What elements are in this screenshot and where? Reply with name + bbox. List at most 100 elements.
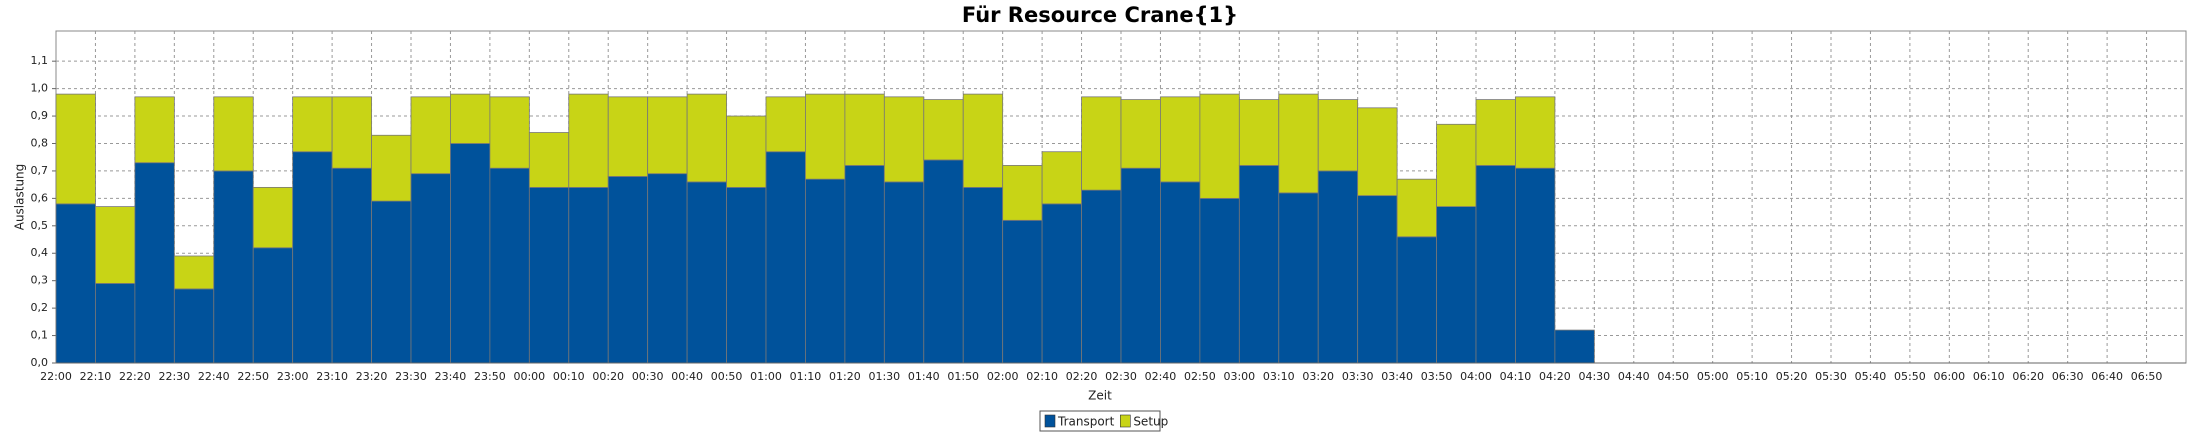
bar-segment bbox=[883, 181, 925, 364]
bar-segment bbox=[489, 167, 530, 364]
bar-segment bbox=[1120, 167, 1161, 364]
bar-segment bbox=[686, 93, 727, 183]
legend-label: Transport bbox=[1057, 415, 1115, 429]
bar-segment bbox=[726, 115, 767, 188]
bar-segment bbox=[1515, 96, 1556, 169]
x-tick-label: 06:50 bbox=[2131, 370, 2163, 383]
bar-segment bbox=[252, 247, 294, 364]
bar-segment bbox=[1081, 189, 1122, 364]
bar-segment bbox=[844, 93, 885, 166]
bar-segment bbox=[213, 96, 254, 172]
bar-segment bbox=[1436, 206, 1477, 364]
x-tick-label: 05:30 bbox=[1815, 370, 1847, 383]
bar-segment bbox=[1238, 99, 1280, 166]
x-tick-label: 05:20 bbox=[1776, 370, 1808, 383]
bar-segment bbox=[1278, 93, 1319, 194]
bar-segment bbox=[568, 93, 609, 188]
bar-segment bbox=[962, 93, 1004, 188]
bar-segment bbox=[1199, 93, 1240, 199]
bar-segment bbox=[1160, 96, 1201, 183]
x-tick-label: 02:40 bbox=[1145, 370, 1177, 383]
bar-segment bbox=[726, 186, 767, 364]
chart-title: Für Resource Crane{1} bbox=[962, 3, 1238, 27]
x-tick-label: 00:00 bbox=[513, 370, 545, 383]
bar-segment bbox=[1515, 167, 1556, 364]
bar-segment bbox=[765, 96, 806, 153]
x-tick-label: 23:00 bbox=[277, 370, 309, 383]
bar-segment bbox=[1357, 107, 1398, 197]
legend-label: Setup bbox=[1133, 415, 1168, 429]
bar-segment bbox=[528, 132, 570, 188]
x-tick-label: 01:20 bbox=[829, 370, 861, 383]
x-tick-label: 04:30 bbox=[1578, 370, 1610, 383]
x-tick-label: 23:50 bbox=[474, 370, 506, 383]
x-tick-label: 03:30 bbox=[1342, 370, 1374, 383]
bar-segment bbox=[1554, 329, 1595, 364]
x-tick-label: 01:40 bbox=[908, 370, 940, 383]
bar-segment bbox=[805, 93, 846, 180]
x-tick-label: 02:30 bbox=[1105, 370, 1137, 383]
bar-segment bbox=[1436, 123, 1477, 208]
bar-segment bbox=[173, 255, 215, 290]
x-tick-label: 00:50 bbox=[711, 370, 743, 383]
x-tick-label: 06:20 bbox=[2012, 370, 2044, 383]
x-tick-label: 04:20 bbox=[1539, 370, 1571, 383]
bar-segment bbox=[252, 186, 294, 249]
bar-segment bbox=[1041, 203, 1082, 364]
x-tick-label: 02:20 bbox=[1066, 370, 1098, 383]
bar-segment bbox=[213, 170, 254, 364]
x-tick-label: 23:20 bbox=[356, 370, 388, 383]
x-axis-label: Zeit bbox=[1088, 389, 1112, 403]
bar-segment bbox=[410, 173, 451, 364]
bar-segment bbox=[962, 186, 1004, 364]
x-tick-label: 00:10 bbox=[553, 370, 585, 383]
x-tick-label: 02:50 bbox=[1184, 370, 1216, 383]
bar-segment bbox=[1475, 99, 1516, 166]
y-axis-label: Auslastung bbox=[13, 164, 27, 231]
y-tick-label: 0,1 bbox=[31, 329, 49, 342]
x-tick-label: 02:10 bbox=[1026, 370, 1058, 383]
bar-segment bbox=[607, 176, 649, 364]
x-tick-label: 03:00 bbox=[1223, 370, 1255, 383]
bar-segment bbox=[1120, 99, 1161, 169]
bar-segment bbox=[1002, 219, 1043, 364]
x-tick-label: 05:40 bbox=[1855, 370, 1887, 383]
x-tick-label: 02:00 bbox=[987, 370, 1019, 383]
x-tick-label: 06:30 bbox=[2052, 370, 2084, 383]
bar-segment bbox=[410, 96, 451, 175]
bar-segment bbox=[568, 186, 609, 364]
bar-segment bbox=[450, 143, 491, 364]
bar-segment bbox=[95, 206, 136, 284]
legend-swatch bbox=[1044, 414, 1056, 428]
bar-segment bbox=[134, 96, 175, 164]
x-tick-label: 06:40 bbox=[2091, 370, 2123, 383]
x-tick-label: 01:00 bbox=[750, 370, 782, 383]
bar-segment bbox=[1396, 236, 1437, 364]
x-tick-label: 05:50 bbox=[1894, 370, 1926, 383]
x-tick-label: 04:10 bbox=[1500, 370, 1532, 383]
x-tick-label: 22:40 bbox=[198, 370, 230, 383]
bar-segment bbox=[331, 96, 372, 169]
x-tick-label: 03:50 bbox=[1421, 370, 1453, 383]
bar-segment bbox=[805, 178, 846, 364]
bar-segment bbox=[647, 96, 688, 175]
legend-swatch bbox=[1120, 414, 1131, 428]
x-tick-label: 05:10 bbox=[1736, 370, 1768, 383]
x-tick-label: 23:30 bbox=[395, 370, 427, 383]
bar-segment bbox=[1160, 181, 1201, 364]
bar-segment bbox=[1081, 96, 1122, 191]
bar-segment bbox=[173, 288, 215, 364]
x-tick-label: 04:40 bbox=[1618, 370, 1650, 383]
y-tick-label: 0,6 bbox=[31, 191, 49, 204]
x-tick-label: 01:30 bbox=[868, 370, 900, 383]
bar-segment bbox=[1357, 195, 1398, 364]
bar-segment bbox=[844, 165, 885, 364]
x-tick-label: 06:10 bbox=[1973, 370, 2005, 383]
y-tick-label: 0,2 bbox=[31, 301, 49, 314]
x-tick-label: 04:50 bbox=[1657, 370, 1689, 383]
bar-segment bbox=[331, 167, 372, 364]
bar-segment bbox=[1002, 165, 1043, 221]
x-tick-label: 22:50 bbox=[237, 370, 269, 383]
bar-segment bbox=[1396, 178, 1437, 238]
y-tick-label: 0,3 bbox=[31, 274, 49, 287]
